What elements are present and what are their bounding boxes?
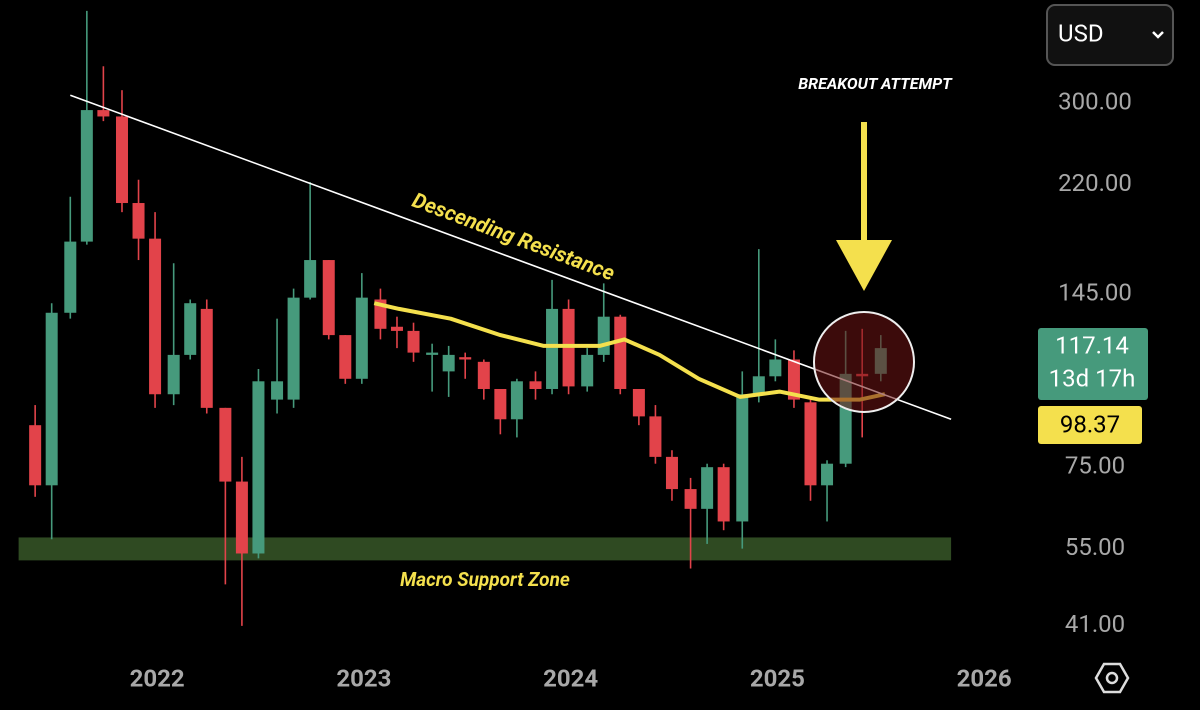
candle-body [701, 467, 714, 509]
candle-body [494, 388, 507, 420]
x-tick-label: 2026 [957, 664, 1012, 692]
candle-body [581, 354, 594, 387]
candle-body [752, 376, 765, 395]
candle-body [684, 489, 697, 509]
last-price: 117.14 [1055, 331, 1129, 359]
candle-body [821, 463, 834, 486]
candle-body [407, 330, 420, 353]
candle-body [132, 203, 145, 239]
candle-body [804, 402, 817, 486]
candle-body [322, 260, 335, 336]
currency-box[interactable] [1046, 4, 1174, 66]
last-price-box [1038, 328, 1148, 401]
y-tick-label: 75.00 [1065, 452, 1125, 480]
candle-body [510, 381, 523, 420]
candle-body [115, 116, 128, 204]
candle-body [632, 388, 645, 417]
candle-body [29, 425, 42, 486]
candle-body [787, 359, 800, 400]
candle-body [649, 416, 662, 457]
support-label: Macro Support Zone [400, 568, 570, 591]
moving-average [373, 301, 886, 402]
y-tick-label: 55.00 [1065, 533, 1125, 561]
candle-body [184, 303, 197, 355]
candle-body [252, 381, 265, 554]
settings-icon-center[interactable] [1105, 671, 1119, 685]
candle-body [167, 354, 180, 395]
candle-body [235, 481, 248, 554]
candle-body [769, 359, 782, 377]
x-tick-label: 2023 [336, 664, 391, 692]
candle-body [64, 241, 77, 313]
candle-body [665, 456, 678, 490]
candle-body [339, 335, 352, 379]
candle-body [597, 316, 610, 355]
candle-body [614, 316, 627, 389]
candle-body [477, 361, 490, 389]
support-zone [18, 537, 952, 561]
candle-body [304, 260, 317, 298]
candle-body [736, 394, 749, 522]
settings-button[interactable] [1094, 662, 1130, 694]
countdown: 13d 17h [1049, 364, 1136, 392]
candle-body [271, 381, 284, 400]
breakout-label: BREAKOUT ATTEMPT [798, 74, 953, 93]
candle-body [149, 238, 162, 395]
candle-body [200, 308, 213, 408]
candle-body [355, 297, 368, 379]
ma-price: 98.37 [1060, 410, 1120, 438]
currency-label[interactable]: USD [1058, 19, 1104, 47]
y-tick-label: 300.00 [1058, 87, 1132, 115]
candle-body [529, 381, 542, 389]
x-tick-label: 2022 [130, 664, 185, 692]
candle-body [426, 352, 439, 355]
candle-body [80, 110, 93, 242]
resistance-line [70, 94, 952, 421]
currency-select[interactable]: USD [1046, 4, 1174, 66]
ma-price-box [1038, 406, 1142, 445]
chevron[interactable] [1152, 31, 1164, 39]
candle-body [97, 110, 110, 117]
y-tick-label: 145.00 [1058, 278, 1132, 306]
candle-body [390, 326, 403, 331]
settings-icon[interactable] [1094, 662, 1130, 694]
x-tick-label: 2024 [543, 664, 598, 692]
x-tick-label: 2025 [750, 664, 805, 692]
y-tick-label: 41.00 [1065, 610, 1125, 638]
candle-body [442, 354, 455, 372]
arrow-head [836, 240, 892, 291]
candle-body [219, 407, 232, 482]
y-tick-label: 220.00 [1058, 169, 1132, 197]
breakout-circle [813, 311, 915, 413]
candle-body [546, 308, 559, 389]
candle-body [45, 312, 58, 486]
candle-body [717, 467, 730, 522]
candle-body [287, 297, 300, 400]
candle-body [459, 357, 472, 360]
